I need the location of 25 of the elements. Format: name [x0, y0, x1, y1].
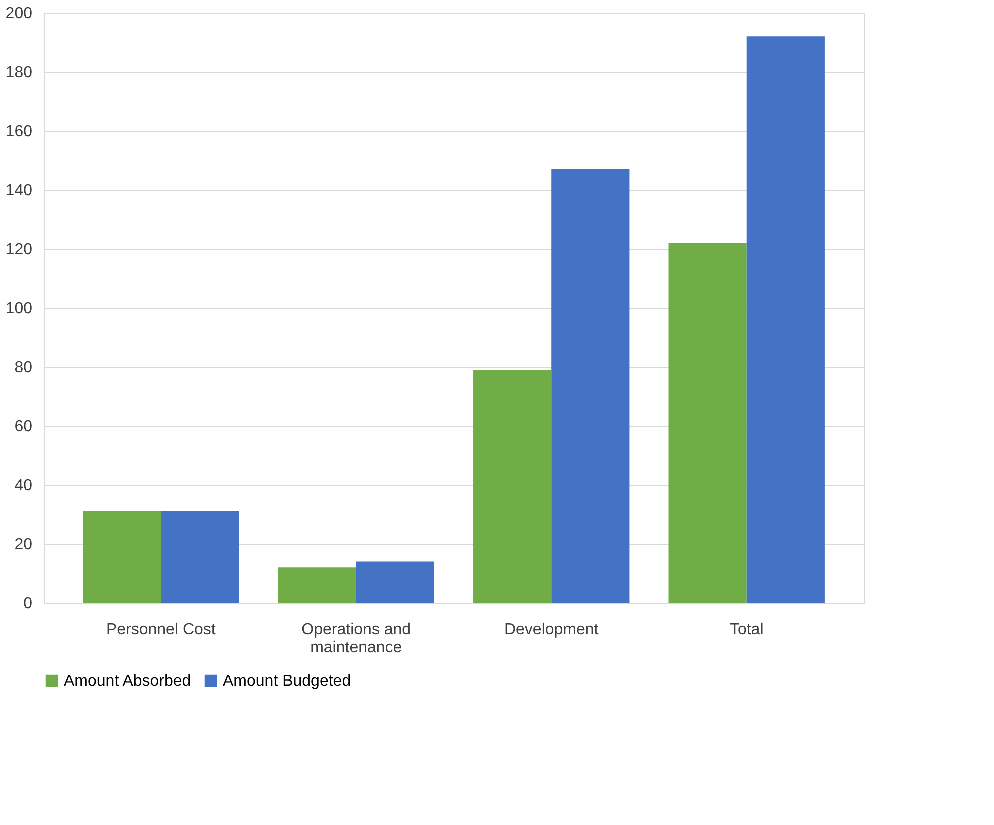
bar — [746, 36, 825, 603]
y-tick-label: 180 — [6, 64, 33, 82]
bar — [278, 568, 356, 603]
y-tick-label: 60 — [14, 418, 33, 436]
y-tick-label: 20 — [14, 536, 33, 554]
x-tick-label: Development — [504, 622, 600, 638]
x-tick-label: Operations and maintenance — [302, 622, 412, 656]
legend-label: Amount Budgeted — [223, 673, 352, 690]
y-tick-label: 100 — [6, 300, 33, 318]
bar — [668, 243, 747, 603]
legend-label: Amount Absorbed — [64, 673, 192, 690]
y-tick-label: 0 — [24, 596, 33, 612]
x-tick-label: Total — [730, 622, 764, 638]
bar — [161, 512, 240, 603]
bar — [356, 562, 434, 603]
x-tick-label: Personnel Cost — [106, 622, 216, 638]
y-tick-label: 160 — [6, 124, 33, 140]
y-tick-label: 40 — [14, 478, 33, 494]
y-tick-label: 140 — [6, 182, 33, 200]
bar — [83, 512, 162, 603]
bar — [474, 370, 552, 603]
y-tick-label: 80 — [14, 360, 33, 376]
y-tick-label: 200 — [6, 6, 33, 22]
y-tick-label: 120 — [6, 242, 33, 258]
bar — [552, 169, 630, 603]
